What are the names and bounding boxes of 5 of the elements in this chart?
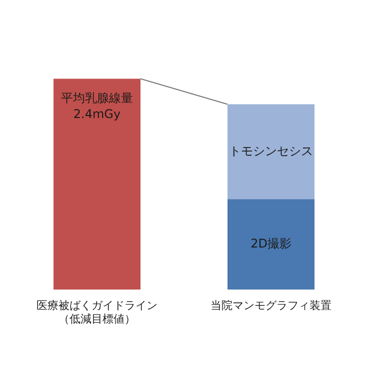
series-label: トモシンセシス	[229, 144, 313, 158]
x-tick-label: 当院マンモグラフィ装置	[210, 299, 332, 312]
data-label: 平均乳腺線量 2.4mGy	[61, 90, 133, 121]
x-tick-label: 医療被ばくガイドライン（低減目標値）	[36, 299, 158, 326]
series-label: 2D撮影	[250, 236, 292, 250]
